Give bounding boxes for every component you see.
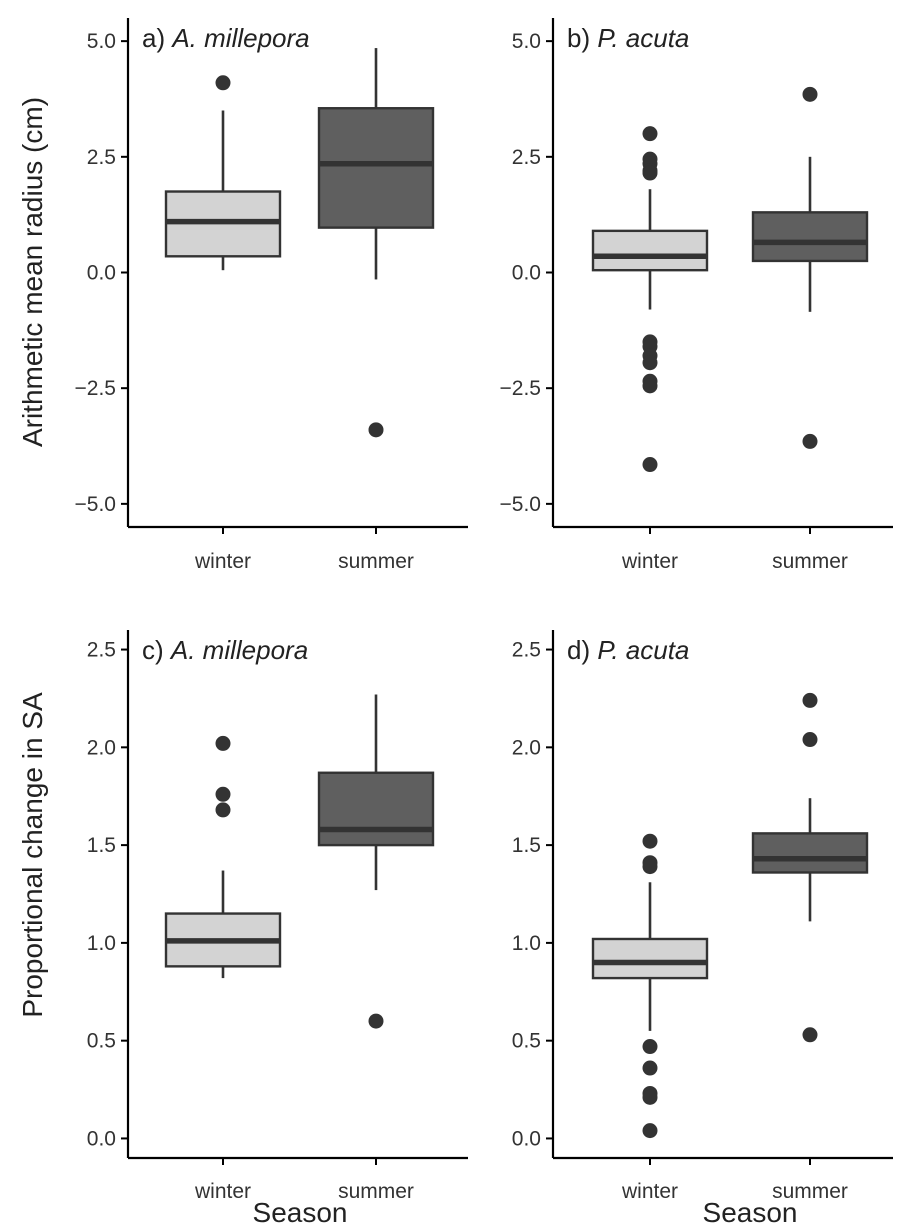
iqr-box — [317, 771, 435, 847]
panel-a: 5.0 2.5 0.0 −2.5 −5.0 winter summer a) A. mille… — [75, 18, 468, 573]
panel-d: 2.5 2.0 1.5 1.0 0.5 0.0 winter summer d) P. acut… — [512, 630, 893, 1203]
y-tick-label: 2.5 — [512, 639, 541, 662]
y-axis-label-top: Arithmetic mean radius (cm) — [17, 97, 48, 447]
y-tick-label: 2.5 — [512, 146, 541, 169]
outlier-point — [642, 1123, 658, 1139]
y-tick-label: 5.0 — [87, 30, 116, 53]
panel-title: a) A. millepora — [142, 23, 310, 53]
outlier-point — [642, 378, 658, 394]
panel-letter: b) — [567, 23, 597, 53]
y-tick-label: 0.0 — [87, 1127, 116, 1150]
box-summer — [751, 86, 869, 449]
x-tick-label-winter: winter — [194, 1180, 251, 1203]
outlier-point — [215, 802, 231, 818]
outlier-point — [642, 833, 658, 849]
outlier-point — [215, 75, 231, 91]
y-tick-label: 2.0 — [87, 736, 116, 759]
iqr-box — [591, 937, 709, 980]
box-winter — [164, 75, 282, 271]
iqr-box — [751, 832, 869, 874]
panel-species: P. acuta — [597, 23, 689, 53]
box-winter — [591, 126, 709, 473]
box-summer — [751, 692, 869, 1043]
y-tick-label: 2.5 — [87, 639, 116, 662]
panel-title: d) P. acuta — [567, 635, 689, 665]
outlier-point — [642, 1060, 658, 1076]
x-tick-label-summer: summer — [772, 1180, 848, 1203]
panel-species: A. millepora — [170, 23, 309, 53]
x-tick-label-summer: summer — [338, 1180, 414, 1203]
panel-letter: d) — [567, 635, 597, 665]
y-tick-label: 5.0 — [512, 30, 541, 53]
iqr-box — [751, 211, 869, 263]
outlier-point — [642, 859, 658, 875]
y-tick-label: 0.5 — [87, 1030, 116, 1053]
outlier-point — [802, 86, 818, 102]
outlier-point — [642, 165, 658, 181]
outlier-point — [368, 422, 384, 438]
panel-title: c) A. millepora — [142, 635, 308, 665]
x-tick-label-winter: winter — [194, 550, 251, 573]
box-winter — [164, 735, 282, 979]
panel-b: 5.0 2.5 0.0 −2.5 −5.0 winter summer b) P. acuta — [500, 18, 893, 573]
outlier-point — [802, 1027, 818, 1043]
x-tick-label-summer: summer — [338, 550, 414, 573]
x-tick-label-winter: winter — [621, 1180, 678, 1203]
outlier-point — [215, 735, 231, 751]
panel-letter: a) — [142, 23, 172, 53]
outlier-point — [802, 692, 818, 708]
iqr-box — [317, 107, 435, 229]
y-tick-label: 1.5 — [87, 834, 116, 857]
outlier-point — [642, 1039, 658, 1055]
y-tick-label: 1.0 — [87, 932, 116, 955]
box-winter — [591, 833, 709, 1139]
outlier-point — [802, 433, 818, 449]
panel-species: A. millepora — [169, 635, 308, 665]
iqr-box — [591, 229, 709, 272]
x-tick-label-summer: summer — [772, 550, 848, 573]
y-tick-label: 2.0 — [512, 736, 541, 759]
y-tick-label: 1.0 — [512, 932, 541, 955]
box-summer — [317, 694, 435, 1029]
y-tick-label: −2.5 — [500, 377, 541, 400]
outlier-point — [368, 1013, 384, 1029]
y-tick-label: −2.5 — [75, 377, 116, 400]
panel-letter: c) — [142, 635, 171, 665]
panel-title: b) P. acuta — [567, 23, 689, 53]
outlier-point — [642, 1089, 658, 1105]
y-tick-label: −5.0 — [75, 493, 116, 516]
y-tick-label: −5.0 — [500, 493, 541, 516]
outlier-point — [642, 126, 658, 142]
y-tick-label: 0.0 — [87, 262, 116, 285]
panel-c: 2.5 2.0 1.5 1.0 0.5 0.0 winter summer c) A. mill… — [87, 630, 468, 1203]
outlier-point — [215, 786, 231, 802]
outlier-point — [642, 355, 658, 371]
panel-species: P. acuta — [597, 635, 689, 665]
y-tick-label: 0.5 — [512, 1030, 541, 1053]
y-tick-label: 2.5 — [87, 146, 116, 169]
y-tick-label: 0.0 — [512, 262, 541, 285]
x-axis-label-left: Season — [253, 1197, 348, 1228]
x-axis-label-right: Season — [703, 1197, 798, 1228]
outlier-point — [802, 732, 818, 748]
outlier-point — [642, 457, 658, 473]
y-tick-label: 0.0 — [512, 1127, 541, 1150]
x-tick-label-winter: winter — [621, 550, 678, 573]
y-axis-label-bottom: Proportional change in SA — [17, 692, 48, 1018]
y-tick-label: 1.5 — [512, 834, 541, 857]
box-summer — [317, 48, 435, 438]
